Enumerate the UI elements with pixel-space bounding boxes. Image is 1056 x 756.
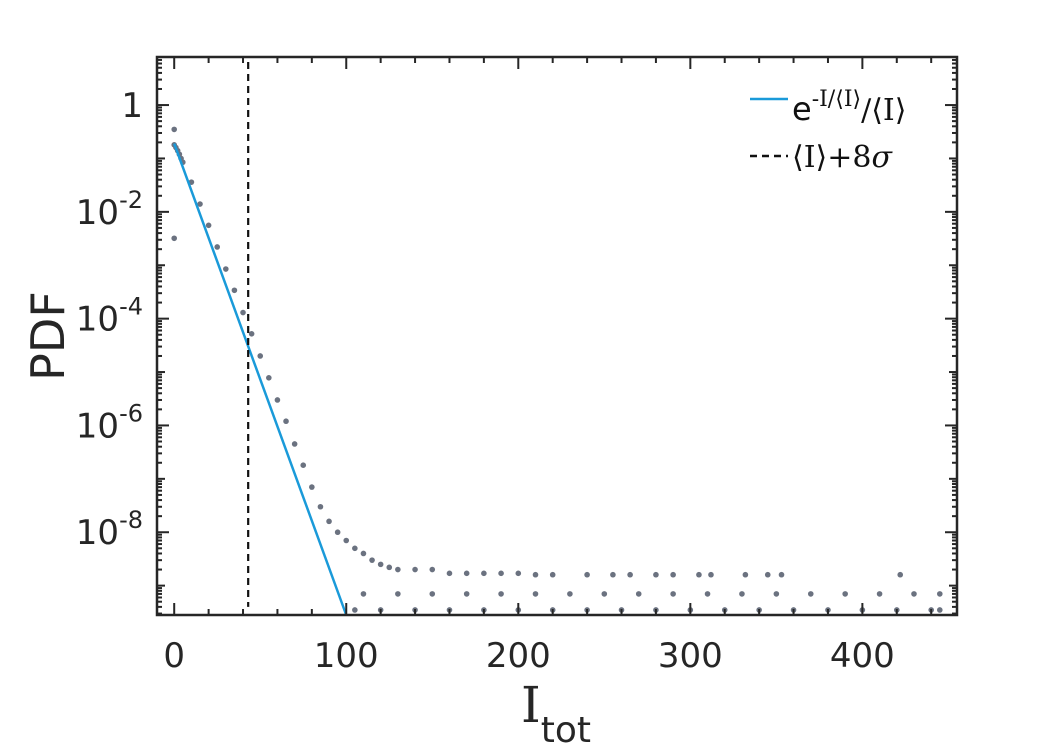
scatter-point	[395, 591, 401, 597]
scatter-point	[778, 571, 785, 578]
y-tick-label: 10-6	[76, 399, 143, 446]
x-tick-label: 200	[486, 636, 551, 676]
scatter-point	[610, 571, 616, 578]
scatter-point	[842, 591, 848, 597]
scatter-point	[446, 570, 453, 577]
plot-area-frame	[155, 55, 959, 617]
scatter-point	[429, 566, 436, 573]
y-tick-label: 10-4	[76, 293, 143, 340]
scatter-point	[377, 561, 384, 568]
scatter-point	[936, 607, 943, 613]
scatter-point	[627, 571, 633, 578]
scatter-point	[171, 235, 178, 242]
scatter-point	[936, 591, 943, 597]
scatter-point	[352, 545, 358, 552]
x-axis-label: Itot	[521, 676, 591, 751]
scatter-point	[352, 607, 358, 613]
scatter-point	[240, 309, 246, 316]
scatter-point	[171, 126, 178, 133]
scatter-point	[334, 529, 341, 536]
scatter-point	[309, 484, 315, 490]
scatter-point	[670, 571, 676, 578]
scatter-point	[584, 571, 590, 578]
scatter-point	[739, 591, 745, 597]
legend: e-I/⟨I⟩/⟨I⟩ ⟨I⟩+8σ	[750, 87, 906, 175]
scatter-point	[653, 571, 659, 578]
exponential-fit-line	[173, 143, 348, 616]
x-tick-label: 400	[830, 636, 895, 676]
scatter-point	[549, 571, 556, 578]
scatter-point	[764, 571, 771, 578]
scatter-point	[343, 537, 350, 544]
legend-exp-superscript: -I/	[812, 87, 836, 112]
scatter-point	[248, 331, 255, 337]
scatter-point	[360, 591, 367, 597]
scatter-point	[317, 503, 324, 510]
scatter-point	[412, 566, 418, 573]
scatter-point	[214, 244, 221, 250]
scatter-point	[601, 591, 608, 597]
legend-threshold-sigma: σ	[871, 140, 893, 175]
scatter-point	[807, 591, 814, 597]
scatter-point	[911, 591, 917, 597]
legend-exp-denominator: /⟨I⟩	[861, 93, 906, 128]
x-axis-label-subscript: tot	[541, 710, 591, 751]
scatter-point	[696, 571, 702, 578]
scatter-point	[498, 591, 504, 597]
x-axis-label-main: I	[521, 676, 541, 734]
scatter-point	[205, 222, 212, 229]
scatter-point	[283, 418, 289, 425]
y-tick-labels: 1 10-2 10-4 10-6 10-8	[76, 86, 143, 553]
scatter-point	[326, 518, 332, 525]
scatter-point	[463, 591, 470, 597]
scatter-point	[532, 591, 539, 597]
scatter-point	[300, 462, 307, 469]
scatter-points	[171, 126, 943, 613]
scatter-point	[876, 591, 883, 597]
legend-label-exponential: e-I/⟨I⟩/⟨I⟩	[792, 87, 906, 128]
chart-lines	[173, 62, 348, 616]
scatter-point	[670, 591, 676, 597]
scatter-point	[395, 566, 401, 573]
scatter-point	[773, 591, 780, 597]
x-tick-label: 300	[658, 636, 723, 676]
legend-label-threshold: ⟨I⟩+8σ	[792, 140, 893, 175]
scatter-point	[369, 557, 375, 563]
scatter-point	[481, 570, 487, 577]
axis-ticks	[157, 57, 957, 615]
scatter-point	[567, 591, 573, 597]
scatter-point	[897, 571, 904, 578]
scatter-point	[266, 375, 272, 381]
scatter-point	[463, 570, 470, 577]
scatter-point	[274, 397, 281, 403]
scatter-point	[742, 571, 749, 578]
scatter-point	[704, 591, 711, 597]
scatter-point	[635, 591, 642, 597]
scatter-point	[515, 570, 522, 577]
scatter-point	[197, 201, 203, 207]
scatter-point	[223, 266, 229, 272]
legend-exp-superscript-mean: ⟨I⟩	[835, 87, 861, 112]
y-tick-label: 10-8	[76, 506, 143, 553]
scatter-point	[498, 570, 504, 577]
x-tick-label: 0	[163, 636, 185, 676]
y-axis-label: PDF	[21, 291, 75, 381]
scatter-point	[708, 571, 714, 578]
scatter-point	[429, 591, 436, 597]
scatter-point	[257, 353, 264, 359]
scatter-point	[386, 564, 393, 571]
scatter-point	[532, 571, 539, 578]
scatter-point	[291, 441, 298, 447]
legend-exp-base: e	[792, 90, 812, 128]
y-tick-label: 1	[121, 86, 143, 126]
y-tick-label: 10-2	[76, 186, 143, 233]
scatter-point	[360, 550, 367, 557]
x-tick-label: 100	[314, 636, 379, 676]
legend-threshold-text: ⟨I⟩+8	[792, 140, 871, 175]
scatter-point	[231, 287, 238, 294]
x-tick-labels: 0 100 200 300 400	[163, 636, 894, 676]
